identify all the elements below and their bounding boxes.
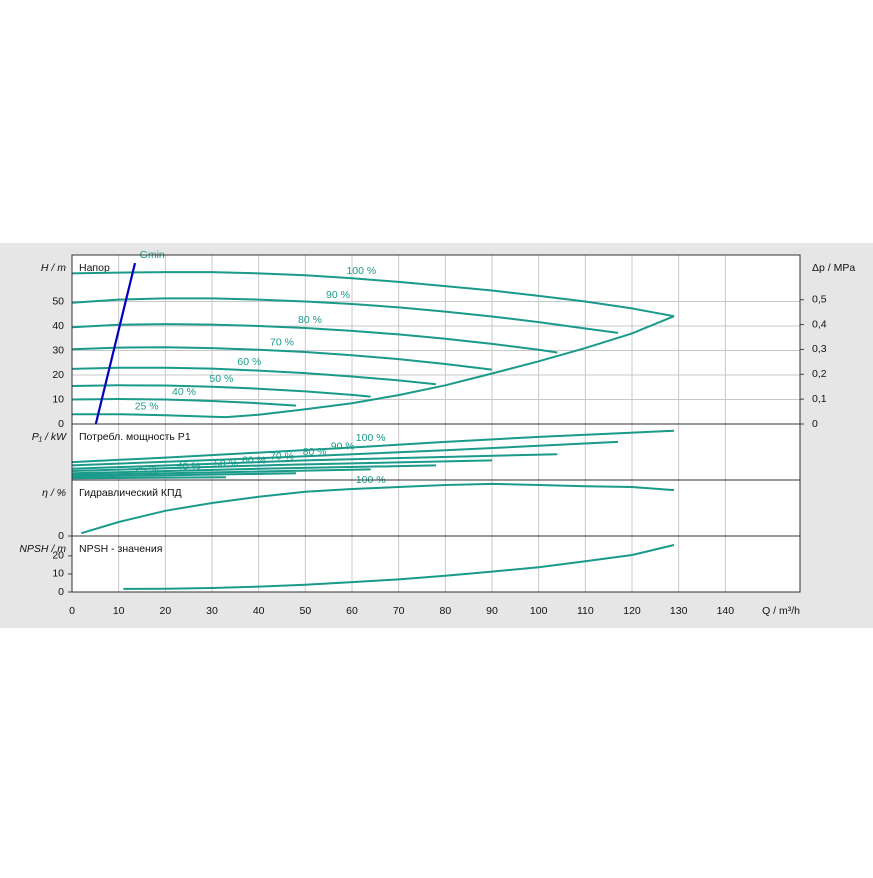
series-label: 50 % xyxy=(214,458,238,470)
series-label: 90 % xyxy=(331,440,355,452)
y-tick-label: 0 xyxy=(58,530,64,542)
series-line xyxy=(71,366,437,386)
y-tick-label: 0 xyxy=(58,586,64,598)
series-label: 25 % xyxy=(135,401,159,413)
y2-tick-label: 0,1 xyxy=(812,393,827,405)
y-axis-label: P₁ / kW xyxy=(32,431,67,443)
series-line xyxy=(71,440,619,467)
series-label: 60 % xyxy=(242,455,266,467)
x-tick-label: 60 xyxy=(346,605,358,617)
panel xyxy=(72,536,800,592)
x-tick-label: 120 xyxy=(623,605,641,617)
series-line xyxy=(71,297,619,334)
y2-tick-label: 0,5 xyxy=(812,294,827,306)
series-label: 80 % xyxy=(303,446,327,458)
series-line xyxy=(71,397,297,407)
y-tick-label: 50 xyxy=(52,295,64,307)
y-tick-label: 40 xyxy=(52,320,64,332)
x-tick-label: 100 xyxy=(530,605,548,617)
series-label: 90 % xyxy=(326,289,350,301)
y2-tick-label: 0,2 xyxy=(812,368,827,380)
x-tick-label: 90 xyxy=(486,605,498,617)
x-tick-label: 40 xyxy=(253,605,265,617)
y2-axis-label: Δp / MPa xyxy=(812,262,855,274)
panel-title: Потребл. мощность P1 xyxy=(79,431,191,443)
x-tick-label: 80 xyxy=(439,605,451,617)
series-line xyxy=(94,262,137,425)
series-line xyxy=(71,271,675,318)
x-tick-label: 110 xyxy=(577,605,594,617)
series-line xyxy=(71,453,558,470)
series-line xyxy=(123,544,675,590)
series-line xyxy=(81,482,675,535)
series-label: 60 % xyxy=(237,356,261,368)
panel xyxy=(72,255,800,424)
series-label: 50 % xyxy=(209,373,233,385)
series-line xyxy=(71,464,437,475)
series-line xyxy=(71,459,493,472)
x-tick-label: 20 xyxy=(159,605,171,617)
x-tick-label: 70 xyxy=(393,605,405,617)
y2-tick-label: 0,4 xyxy=(812,318,827,330)
series-line xyxy=(71,323,558,354)
y-tick-label: 10 xyxy=(52,393,64,405)
x-tick-label: 130 xyxy=(670,605,688,617)
panel-title: Гидравлический КПД xyxy=(79,487,182,499)
y2-tick-label: 0,3 xyxy=(812,343,827,355)
x-axis-label: Q / m³/h xyxy=(762,605,800,617)
y-tick-label: 0 xyxy=(58,418,64,430)
series-label: 40 % xyxy=(177,461,201,473)
series-line xyxy=(71,346,493,371)
series-line xyxy=(225,315,675,419)
series-label: 100 % xyxy=(346,265,376,277)
series-label: 25 % xyxy=(135,464,159,476)
series-line xyxy=(71,472,297,478)
x-tick-label: 140 xyxy=(717,605,735,617)
y-tick-label: 10 xyxy=(52,568,64,580)
series-line xyxy=(71,476,227,480)
series-label: 70 % xyxy=(270,451,294,463)
y-axis-label: η / % xyxy=(42,487,66,499)
y-axis-label: NPSH / m xyxy=(19,543,66,555)
series-label: 100 % xyxy=(356,432,386,444)
y-tick-label: 30 xyxy=(52,344,64,356)
panel-border xyxy=(71,535,801,593)
x-tick-label: 50 xyxy=(299,605,311,617)
series-line xyxy=(72,413,227,419)
y-axis-label: H / m xyxy=(41,262,66,274)
y-tick-label: 20 xyxy=(52,550,64,562)
series-line xyxy=(71,429,675,464)
series-label: 70 % xyxy=(270,337,294,349)
y-tick-label: 20 xyxy=(52,369,64,381)
series-line xyxy=(71,468,371,476)
panel-title: Напор xyxy=(79,262,110,274)
series-label: 40 % xyxy=(172,386,196,398)
panel-title: NPSH - значения xyxy=(79,543,162,555)
y2-tick-label: 0 xyxy=(812,418,818,430)
series-line xyxy=(71,384,371,398)
x-tick-label: 0 xyxy=(69,605,75,617)
x-tick-label: 30 xyxy=(206,605,218,617)
x-tick-label: 10 xyxy=(113,605,125,617)
series-label: 80 % xyxy=(298,314,322,326)
